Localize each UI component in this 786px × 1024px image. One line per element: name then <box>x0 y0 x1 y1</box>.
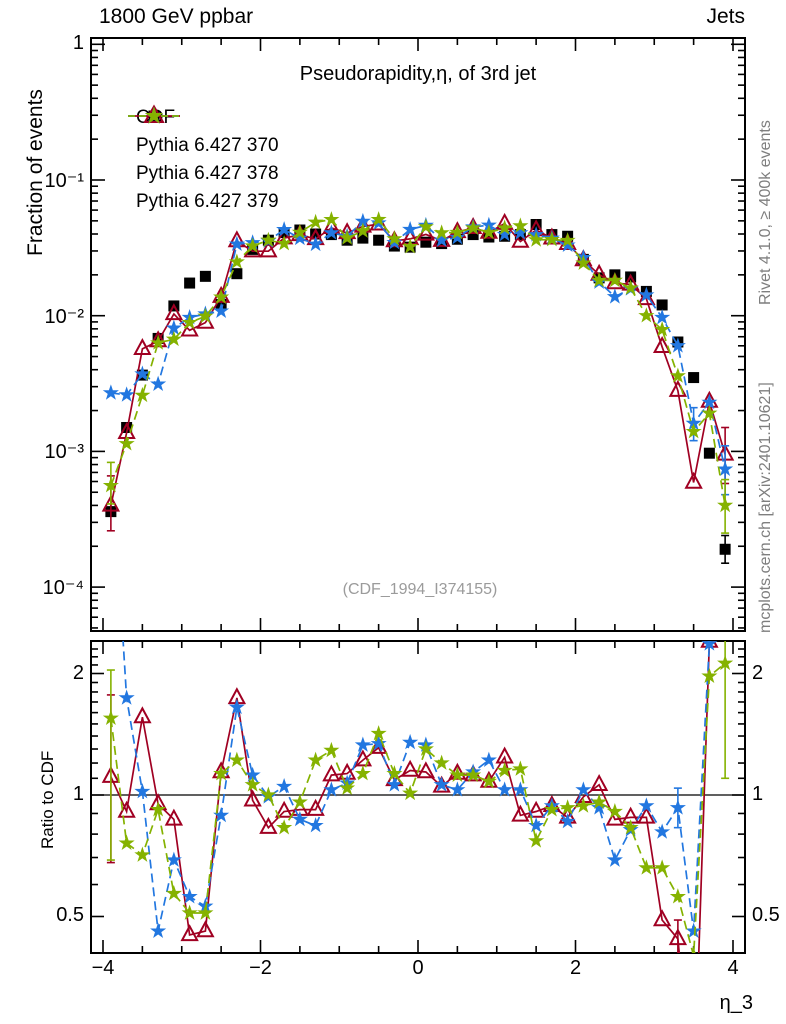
ratio-y-tick-label-left: 0.5 <box>56 904 84 927</box>
main-y-tick-label: 10⁻¹ <box>44 170 84 192</box>
mcplots-attribution-note: mcplots.cern.ch [arXiv:2401.10621] <box>757 382 774 633</box>
x-tick-label: −2 <box>249 957 272 979</box>
x-tick-label: 2 <box>569 957 582 979</box>
legend-entry-p379: Pythia 6.427 379 <box>126 106 279 216</box>
legend-label: Pythia 6.427 370 <box>136 135 279 156</box>
legend-label: Pythia 6.427 379 <box>136 191 279 212</box>
process-group-title: Jets <box>706 5 745 28</box>
x-axis-label: η_3 <box>719 992 753 1014</box>
analysis-id-watermark: (CDF_1994_I374155) <box>342 581 498 598</box>
main-y-tick-label: 10⁻³ <box>44 441 84 464</box>
main-y-tick-label: 10⁻² <box>44 305 84 328</box>
ratio-y-tick-label-right: 0.5 <box>752 904 780 927</box>
rivet-version-note: Rivet 4.1.0, ≥ 400k events <box>757 120 774 305</box>
ratio-y-tick-label-left: 1 <box>72 783 84 805</box>
main-y-tick-label: 1 <box>72 32 84 55</box>
main-y-tick-label: 10⁻⁴ <box>42 577 84 600</box>
ratio-y-tick-label-left: 2 <box>72 661 84 684</box>
x-tick-label: −4 <box>91 957 115 979</box>
ratio-y-tick-label-right: 2 <box>752 661 764 684</box>
star-marker-icon <box>128 106 180 124</box>
x-tick-label: 4 <box>727 957 739 979</box>
plot-title: Pseudorapidity,η, of 3rd jet <box>299 63 537 85</box>
beam-energy-title: 1800 GeV ppbar <box>99 5 254 28</box>
legend-entry-p370: Pythia 6.427 370 <box>126 104 279 160</box>
x-tick-label: 0 <box>412 957 424 979</box>
legend-entry-p378: Pythia 6.427 378 <box>126 106 279 188</box>
legend-label: Pythia 6.427 378 <box>136 163 279 184</box>
ratio-y-tick-label-right: 1 <box>752 783 764 805</box>
